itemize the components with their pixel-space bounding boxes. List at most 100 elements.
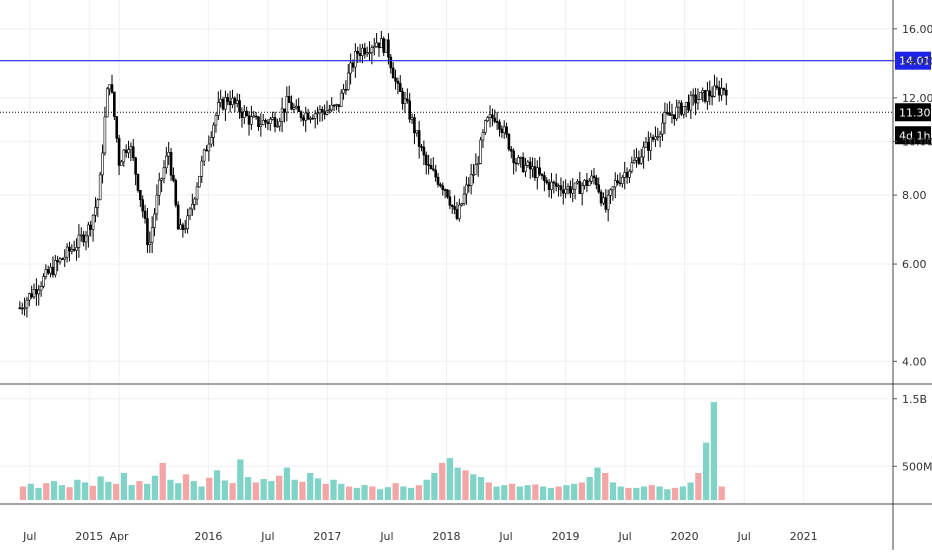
candle-body [524,165,527,172]
candle-body [264,120,267,123]
candle-body [167,152,170,157]
candle-body [235,100,239,104]
volume-bar [113,483,120,500]
candle-body [250,116,253,125]
candle-body [155,194,159,215]
volume-bar [633,487,640,500]
candle-body [547,182,551,190]
candle-body [271,117,274,120]
candle-body [450,204,454,207]
candle-body [84,235,88,243]
candle-body [87,224,90,237]
candle-body [512,150,515,164]
candle-body [335,104,338,106]
candle-body [564,188,567,194]
candle-body [710,95,714,98]
candle-body [540,173,544,176]
volume-bar [89,485,96,500]
candle-body [691,94,695,97]
candle-body [349,62,352,74]
candle-body [18,307,22,310]
candle-body [212,124,215,138]
candle-body [427,164,430,166]
candle-body [23,307,26,310]
candle-body [129,146,133,150]
candle-body [162,167,166,179]
candle-body [396,80,400,84]
candle-body [550,181,553,190]
horizontal-lines-layer: 14.01 11.30 4d 1h [0,51,931,145]
candle-body [351,62,355,68]
candle-body [606,195,610,210]
volume-bar [571,483,578,500]
candle-body [165,155,168,169]
candle-body [439,184,442,187]
candle-body [117,137,121,166]
x-tick-label: Jul [737,530,751,543]
volume-bar [66,487,73,500]
candle-body [531,166,534,170]
candle-body [120,161,123,166]
candle-body [365,52,369,55]
x-tick-label: 2021 [790,530,818,543]
volume-bar [175,483,182,500]
candle-body [148,241,152,246]
candle-body [368,52,371,54]
candle-body [209,137,213,145]
candle-body [406,98,409,102]
candle-body [278,121,282,127]
candle-body [443,189,447,191]
candle-body [552,181,556,184]
candle-body [509,148,513,152]
candle-body [628,170,631,178]
candle-body [684,101,688,107]
volume-bar [446,458,454,500]
candle-body [713,85,716,97]
y-tick-label: 10.00 [902,136,932,149]
candle-body [323,111,326,115]
candle-body [476,163,480,166]
candle-body [465,184,468,195]
candle-body [103,116,107,154]
volume-bar [703,442,710,500]
x-tick-label: Jul [379,530,393,543]
candle-body [384,39,388,53]
candle-body [623,172,627,178]
volume-bar [268,481,275,500]
candle-body [328,109,331,112]
candle-body [169,152,173,176]
candle-body [632,160,636,164]
candle-body [309,117,312,120]
x-tick-label: 2018 [433,530,461,543]
candle-body [491,114,494,119]
candle-body [602,197,605,204]
candle-body [701,90,704,93]
candle-body [302,117,305,121]
volume-bar [74,479,81,500]
candle-body [27,293,31,301]
candle-body [566,186,570,190]
volume-bar [361,485,368,500]
candle-body [604,197,608,210]
candle-body [136,174,140,191]
x-tick-label: Jul [617,530,631,543]
candle-body [186,215,189,229]
candle-body [675,106,678,120]
candle-body [292,107,296,110]
volume-bar [477,477,485,500]
candle-body [363,47,367,55]
candle-body [68,246,71,252]
candle-body [722,88,726,91]
candle-body [51,266,55,275]
volume-tick-label: 500M [902,460,932,473]
candle-body [217,102,220,116]
candle-body [108,84,111,90]
volume-bar [415,485,423,500]
candle-body [179,224,182,230]
candle-body [569,186,572,194]
candle-body [358,53,362,56]
volume-bar [462,470,469,500]
candle-body [153,213,156,228]
volume-bar [439,462,446,500]
